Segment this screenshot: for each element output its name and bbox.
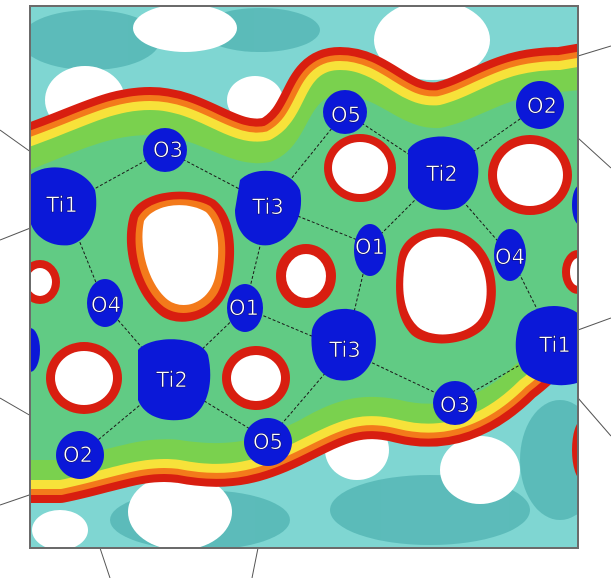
o1a-core bbox=[354, 224, 386, 276]
void-large-left bbox=[126, 191, 235, 322]
atom-label-ti2a: Ti2 bbox=[425, 162, 457, 186]
atom-label-o2b: O2 bbox=[63, 443, 93, 467]
atom-labels: Ti1 O3 Ti3 O5 Ti2 O2 O1 O4 O4 O1 Ti3 Ti1… bbox=[45, 94, 571, 468]
outer-cell-lines bbox=[0, 45, 611, 578]
ti1b-core bbox=[515, 306, 578, 386]
void-small-2 bbox=[488, 135, 572, 215]
void-small-4 bbox=[222, 346, 290, 410]
ti1a-core bbox=[30, 167, 97, 246]
atom-label-o5b: O5 bbox=[253, 430, 283, 454]
atom-label-o1b: O1 bbox=[229, 296, 259, 320]
atom-label-ti1a: Ti1 bbox=[45, 193, 77, 217]
void-small-1 bbox=[324, 134, 396, 202]
edge-core-right bbox=[572, 185, 578, 225]
void-edge-right bbox=[562, 250, 578, 294]
o4a-core bbox=[87, 279, 123, 327]
ti2b-core bbox=[138, 339, 211, 421]
band-voids bbox=[30, 134, 578, 478]
unit-cell-frame bbox=[29, 5, 579, 549]
o5b-core bbox=[244, 418, 292, 466]
atom-label-o2a: O2 bbox=[527, 94, 557, 118]
void-edge-bottom-right bbox=[572, 422, 578, 478]
void-small-5 bbox=[46, 342, 122, 414]
density-slice: Ti1 O3 Ti3 O5 Ti2 O2 O1 O4 O4 O1 Ti3 Ti1… bbox=[30, 6, 578, 548]
void-small-3 bbox=[276, 244, 336, 308]
atom-cores bbox=[30, 81, 578, 479]
atom-label-o1a: O1 bbox=[355, 235, 385, 259]
void-large-right bbox=[396, 228, 496, 344]
o5a-core bbox=[323, 90, 367, 134]
atom-label-o4a: O4 bbox=[91, 293, 121, 317]
edge-core-left bbox=[30, 328, 40, 372]
o4b-core bbox=[494, 229, 526, 281]
o3b-core bbox=[433, 381, 477, 425]
atom-label-ti3b: Ti3 bbox=[328, 338, 360, 362]
ti3a-core bbox=[235, 170, 302, 246]
ti3b-core bbox=[311, 308, 376, 381]
o2a-core bbox=[516, 81, 564, 129]
atom-label-ti1b: Ti1 bbox=[538, 333, 570, 357]
void-edge-left bbox=[30, 260, 60, 304]
o3a-core bbox=[143, 128, 187, 172]
atom-label-ti3a: Ti3 bbox=[251, 195, 283, 219]
ti2a-core bbox=[408, 136, 479, 210]
atom-label-o4b: O4 bbox=[495, 245, 525, 269]
atom-label-o5a: O5 bbox=[331, 103, 361, 127]
atom-label-o3a: O3 bbox=[153, 138, 183, 162]
atom-label-ti2b: Ti2 bbox=[155, 368, 187, 392]
o1b-core bbox=[227, 284, 263, 332]
o2b-core bbox=[56, 431, 104, 479]
atom-label-o3b: O3 bbox=[440, 393, 470, 417]
